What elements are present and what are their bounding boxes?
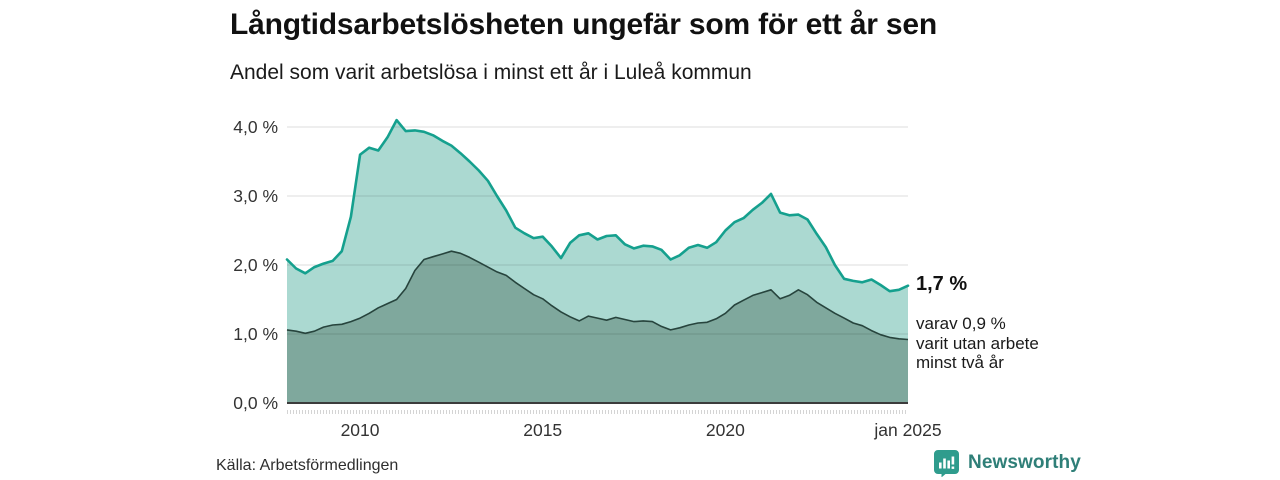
annotation-line-1: varav 0,9 % xyxy=(916,314,1006,333)
x-axis-minor-ticks xyxy=(287,410,908,414)
area-unemployed-2yr xyxy=(287,251,908,403)
chart-title: Långtidsarbetslösheten ungefär som för e… xyxy=(230,8,938,41)
x-axis-tick-label: 2010 xyxy=(340,420,380,440)
x-axis-tick-label: 2020 xyxy=(705,420,745,440)
x-axis-tick-label: 2015 xyxy=(523,420,563,440)
line-unemployed-2yr xyxy=(286,250,909,341)
source-text: Källa: Arbetsförmedlingen xyxy=(216,457,399,474)
brand-name: Newsworthy xyxy=(968,452,1081,473)
y-axis-tick-label: 1,0 % xyxy=(233,324,278,344)
y-axis-tick-label: 0,0 % xyxy=(233,393,278,413)
latest-value-label: 1,7 % xyxy=(916,273,968,295)
y-axis-tick-label: 3,0 % xyxy=(233,186,278,206)
secondary-annotation: varav 0,9 % varit utan arbete minst två … xyxy=(916,314,1039,373)
chart-subtitle: Andel som varit arbetslösa i minst ett å… xyxy=(230,61,752,84)
y-axis-tick-label: 4,0 % xyxy=(233,117,278,137)
y-axis-tick-label: 2,0 % xyxy=(233,255,278,275)
annotation-line-2: varit utan arbete xyxy=(916,333,1039,353)
line-unemployed-1yr xyxy=(285,118,910,293)
newsworthy-logo: Newsworthy xyxy=(933,449,1081,477)
annotation-line-3: minst två år xyxy=(916,353,1004,372)
newsworthy-chart-bubble-icon xyxy=(934,450,959,477)
x-axis-tick-label: jan 2025 xyxy=(874,420,942,440)
area-unemployed-1yr xyxy=(287,120,908,403)
